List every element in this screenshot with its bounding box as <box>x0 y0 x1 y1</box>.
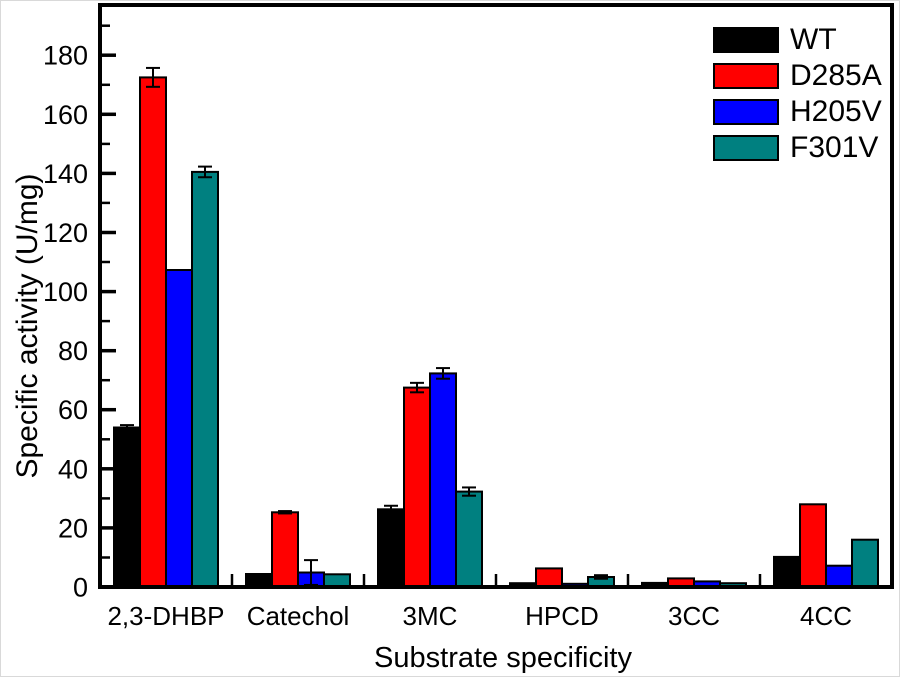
legend-item-H205V: H205V <box>713 94 882 130</box>
y-tick-label-100: 100 <box>43 277 88 307</box>
x-tick-label-3CC: 3CC <box>668 601 720 631</box>
bar-WT-2,3-DHBP <box>113 426 141 588</box>
y-tick-label-60: 60 <box>58 395 88 425</box>
bar-D285A-2,3-DHBP <box>139 76 167 589</box>
x-axis-title: Substrate specificity <box>374 642 632 674</box>
y-tick-label-0: 0 <box>73 573 88 603</box>
legend-label-H205V: H205V <box>790 95 882 128</box>
legend-item-F301V: F301V <box>713 130 882 166</box>
x-tick-label-4CC: 4CC <box>800 601 852 631</box>
y-tick-label-160: 160 <box>43 100 88 130</box>
bar-F301V-2,3-DHBP <box>191 170 219 588</box>
bar-WT-4CC <box>773 555 801 589</box>
bar-D285A-HPCD <box>535 567 563 589</box>
x-tick-label-Catechol: Catechol <box>247 601 350 631</box>
legend-swatch-WT <box>713 27 779 53</box>
legend-swatch-H205V <box>713 99 779 125</box>
bar-F301V-4CC <box>851 538 879 589</box>
y-tick-label-40: 40 <box>58 454 88 484</box>
y-tick-label-80: 80 <box>58 336 88 366</box>
bar-H205V-3MC <box>429 372 457 588</box>
legend-swatch-F301V <box>713 135 779 161</box>
legend-label-D285A: D285A <box>790 59 882 92</box>
bar-H205V-4CC <box>825 564 853 589</box>
bar-H205V-2,3-DHBP <box>165 269 193 588</box>
bar-F301V-3MC <box>455 490 483 589</box>
legend: WT D285A H205V F301V <box>713 22 882 166</box>
bar-WT-3MC <box>377 508 405 588</box>
legend-swatch-D285A <box>713 63 779 89</box>
legend-item-WT: WT <box>713 22 882 58</box>
legend-label-WT: WT <box>790 23 837 56</box>
y-axis-title: Specific activity (U/mg) <box>11 173 44 479</box>
y-tick-label-20: 20 <box>58 513 88 543</box>
bar-D285A-4CC <box>799 503 827 588</box>
x-tick-label-3MC: 3MC <box>403 601 458 631</box>
y-tick-label-140: 140 <box>43 159 88 189</box>
legend-item-D285A: D285A <box>713 58 882 94</box>
x-tick-label-HPCD: HPCD <box>525 601 599 631</box>
legend-label-F301V: F301V <box>790 131 879 164</box>
bar-D285A-3MC <box>403 386 431 588</box>
bar-D285A-Catechol <box>271 511 299 588</box>
y-tick-label-180: 180 <box>43 41 88 71</box>
x-tick-label-2,3-DHBP: 2,3-DHBP <box>107 601 224 631</box>
y-tick-label-120: 120 <box>43 218 88 248</box>
plot-frame <box>98 3 894 589</box>
